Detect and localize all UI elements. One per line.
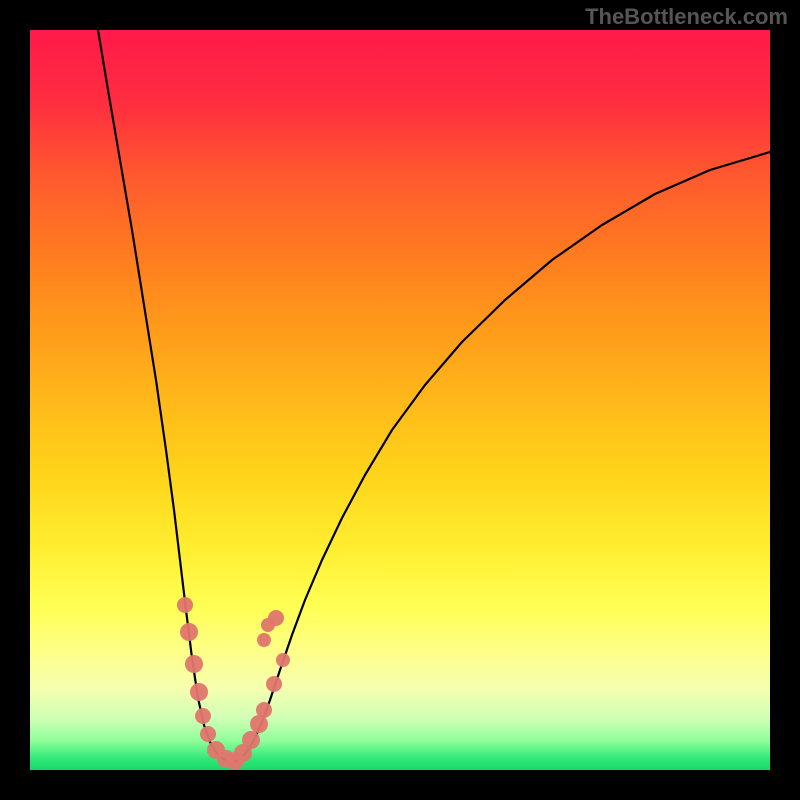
data-marker: [185, 655, 203, 673]
data-marker: [190, 683, 208, 701]
data-marker: [195, 708, 211, 724]
chart-container: TheBottleneck.com: [0, 0, 800, 800]
data-marker: [266, 676, 282, 692]
bottleneck-chart: [0, 0, 800, 800]
data-marker: [256, 702, 272, 718]
data-marker: [261, 618, 275, 632]
plot-background: [30, 30, 770, 770]
data-marker: [200, 726, 216, 742]
data-marker: [180, 623, 198, 641]
data-marker: [242, 731, 260, 749]
data-marker: [257, 633, 271, 647]
data-marker: [177, 597, 193, 613]
data-marker: [276, 653, 290, 667]
watermark-text: TheBottleneck.com: [585, 4, 788, 30]
